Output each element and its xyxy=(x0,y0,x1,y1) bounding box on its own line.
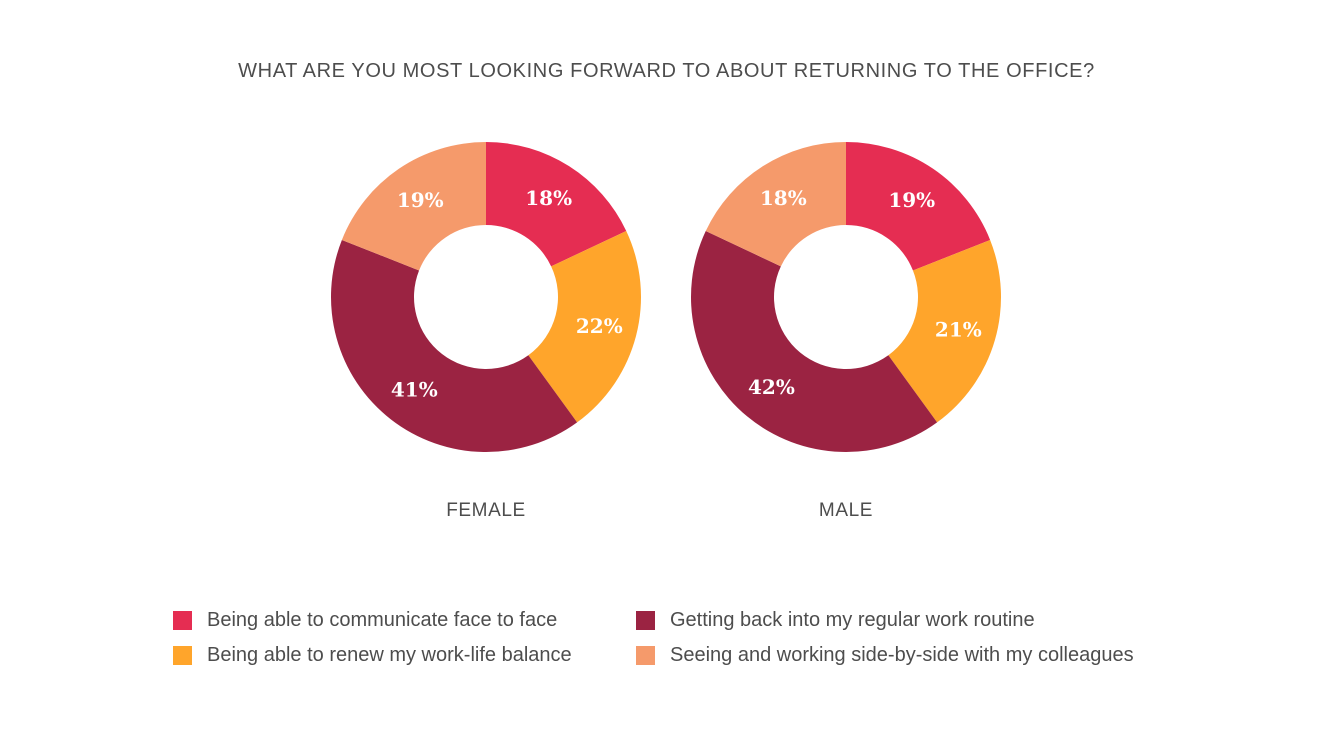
donut-slice xyxy=(528,231,642,423)
legend-item: Seeing and working side-by-side with my … xyxy=(636,644,1256,666)
donut-female: 18% 22% 41% 19% FEMALE xyxy=(330,142,642,521)
legend-item: Being able to communicate face to face xyxy=(173,609,636,631)
donut-slice xyxy=(888,239,1001,423)
series-name-label: MALE xyxy=(819,500,873,521)
slice-value-label: 42% xyxy=(748,375,795,399)
donut-slice xyxy=(705,142,846,267)
donut-slice xyxy=(341,142,486,271)
donut-slice xyxy=(846,142,991,271)
slice-value-label: 21% xyxy=(935,318,982,342)
legend-swatch xyxy=(173,610,192,630)
slice-value-label: 22% xyxy=(576,314,623,338)
series-name-label: FEMALE xyxy=(446,500,526,521)
legend-label: Seeing and working side-by-side with my … xyxy=(670,643,1134,666)
donut-slice xyxy=(486,142,627,267)
donut-charts: 18% 22% 41% 19% FEMALE 19% 21% 42% 18% MALE xyxy=(330,142,1001,521)
legend-label: Being able to renew my work-life balance xyxy=(207,643,572,666)
slice-value-label: 41% xyxy=(391,377,438,401)
legend-swatch xyxy=(636,610,655,630)
legend: Being able to communicate face to face Ge… xyxy=(173,609,1273,666)
legend-swatch xyxy=(173,645,192,665)
legend-label: Getting back into my regular work routin… xyxy=(670,608,1035,631)
slice-value-label: 18% xyxy=(525,186,572,210)
donut-slice xyxy=(691,231,938,452)
slice-value-label: 19% xyxy=(888,188,935,212)
chart-title: WHAT ARE YOU MOST LOOKING FORWARD TO ABO… xyxy=(238,60,1095,82)
donut-slice xyxy=(330,239,578,452)
legend-swatch xyxy=(636,645,655,665)
legend-item: Being able to renew my work-life balance xyxy=(173,644,636,666)
legend-label: Being able to communicate face to face xyxy=(207,608,558,631)
legend-item: Getting back into my regular work routin… xyxy=(636,609,1256,631)
slice-value-label: 19% xyxy=(397,188,444,212)
donut-male: 19% 21% 42% 18% MALE xyxy=(691,142,1001,521)
slice-value-label: 18% xyxy=(760,186,807,210)
